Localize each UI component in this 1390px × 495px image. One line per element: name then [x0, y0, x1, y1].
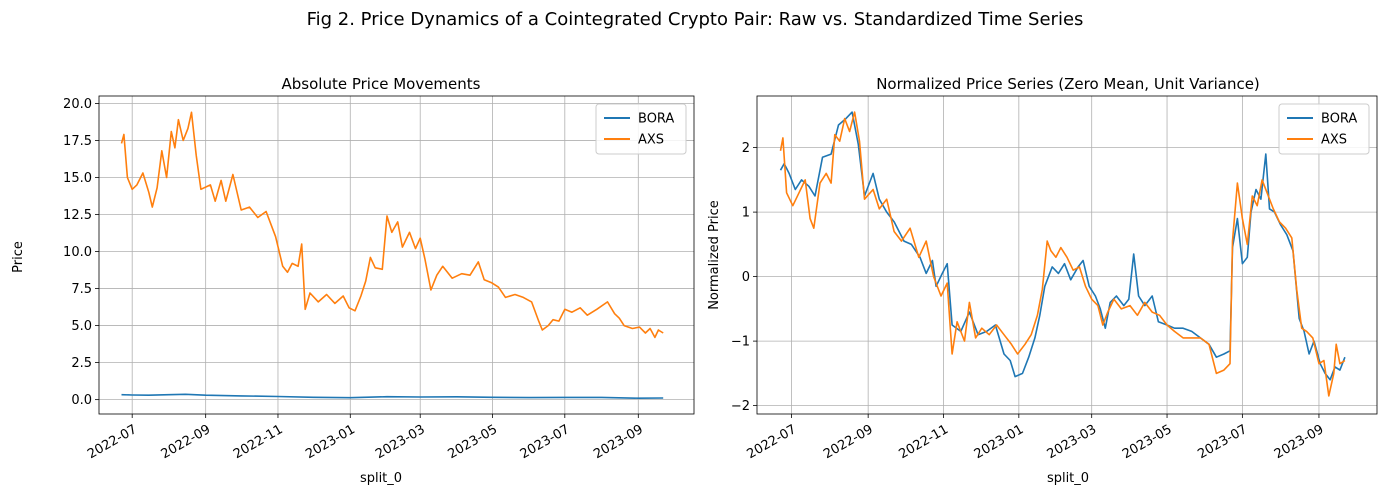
normalized-price-panel-xlabel: split_0 — [1047, 471, 1089, 486]
normalized-price-panel-title: Normalized Price Series (Zero Mean, Unit… — [876, 75, 1260, 93]
y-tick-label: 17.5 — [63, 134, 92, 149]
figure-suptitle: Fig 2. Price Dynamics of a Cointegrated … — [307, 9, 1084, 30]
x-tick-label: 2023-07 — [518, 422, 573, 462]
axes-frame — [98, 95, 695, 415]
y-tick-label: 10.0 — [63, 245, 92, 260]
x-tick-label: 2023-09 — [591, 422, 646, 462]
raw-price-panel-title: Absolute Price Movements — [282, 75, 481, 93]
y-tick-label: 2 — [742, 141, 750, 156]
legend-box — [595, 103, 687, 155]
y-tick-label: 2.5 — [71, 356, 92, 371]
raw-price-panel: Absolute Price Movements split_0 Price 2… — [11, 75, 695, 486]
x-tick-label: 2022-09 — [159, 422, 214, 462]
axes-frame — [756, 95, 1378, 415]
y-tick-label: 0 — [742, 270, 750, 285]
y-tick-label: 20.0 — [63, 97, 92, 112]
series-line-bora — [121, 393, 664, 399]
x-tick-label: 2022-11 — [896, 422, 951, 462]
x-tick-label: 2022-11 — [231, 422, 286, 462]
y-tick-label: 0.0 — [71, 393, 92, 408]
raw-price-panel-xlabel: split_0 — [360, 471, 402, 486]
x-tick-label: 2023-05 — [1120, 422, 1175, 462]
y-tick-label: 12.5 — [63, 208, 92, 223]
x-tick-label: 2023-09 — [1272, 422, 1327, 462]
x-tick-label: 2023-05 — [445, 422, 500, 462]
x-tick-label: 2023-07 — [1195, 422, 1250, 462]
y-tick-label: 1 — [742, 206, 750, 221]
legend-label-axs: AXS — [1321, 133, 1347, 148]
legend-label-axs: AXS — [638, 133, 664, 148]
legend-label-bora: BORA — [1321, 112, 1357, 127]
x-tick-label: 2022-07 — [85, 422, 140, 462]
series-line-axs — [779, 111, 1346, 397]
x-tick-label: 2022-09 — [821, 422, 876, 462]
x-tick-label: 2023-03 — [1045, 422, 1100, 462]
x-tick-label: 2023-01 — [972, 422, 1027, 462]
x-tick-label: 2023-01 — [303, 422, 358, 462]
normalized-price-panel-ylabel: Normalized Price — [707, 200, 722, 310]
y-tick-label: 15.0 — [63, 171, 92, 186]
series-line-bora — [779, 111, 1346, 381]
y-tick-label: 7.5 — [71, 282, 92, 297]
legend-box — [1278, 103, 1370, 155]
x-tick-label: 2022-07 — [745, 422, 800, 462]
raw-price-panel-ylabel: Price — [11, 241, 26, 273]
legend-label-bora: BORA — [638, 112, 674, 127]
normalized-price-panel: Normalized Price Series (Zero Mean, Unit… — [707, 75, 1378, 486]
y-tick-label: −1 — [731, 335, 750, 350]
x-tick-label: 2023-03 — [373, 422, 428, 462]
series-line-axs — [120, 111, 664, 339]
y-tick-label: 5.0 — [71, 319, 92, 334]
y-tick-label: −2 — [731, 399, 750, 414]
